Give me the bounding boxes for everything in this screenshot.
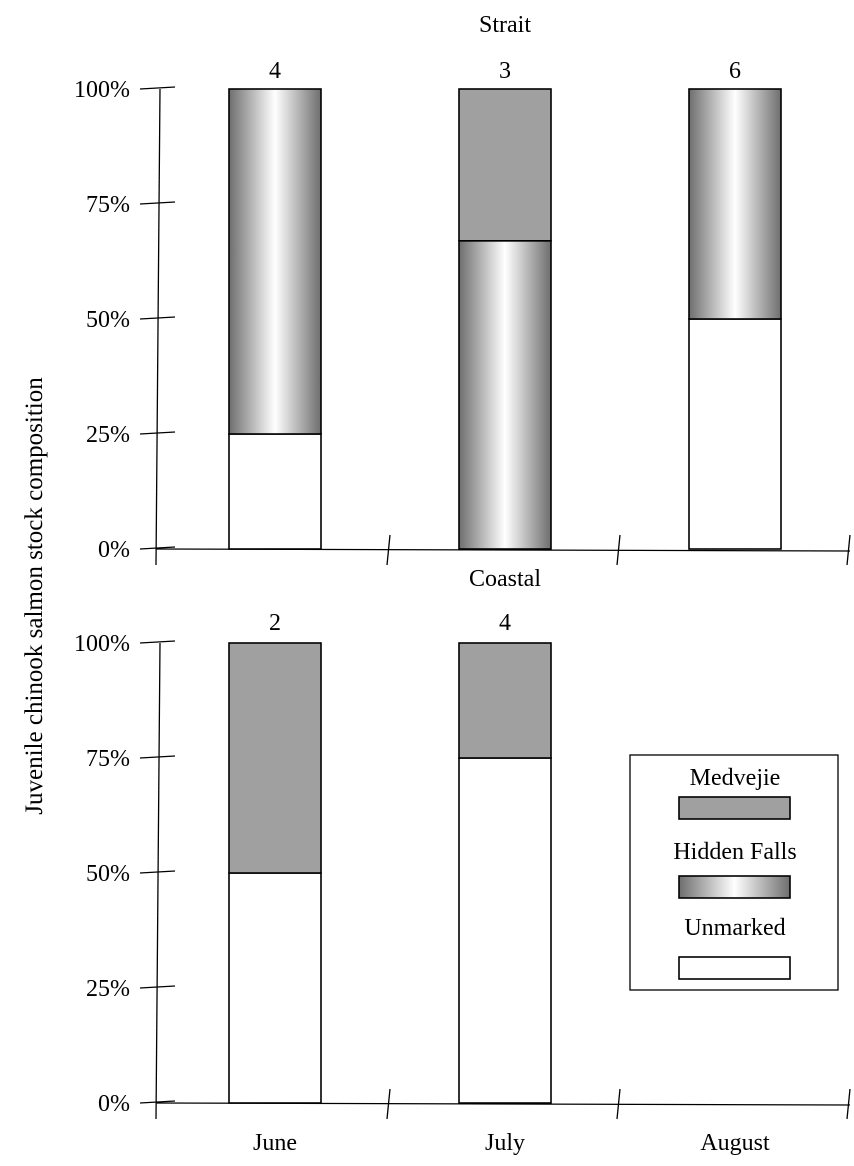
bar-1-0-medvejie [228,642,322,874]
legend-swatch-unmarked [678,956,791,980]
y-tick-0-3 [139,201,176,205]
x-category-label-0: June [253,1130,297,1156]
y-tick-label-1-1: 25% [86,976,130,1002]
bar-0-2-hidden-falls [688,88,782,320]
y-tick-label-0-1: 25% [86,422,130,448]
y-tick-label-1-0: 0% [98,1091,130,1117]
bar-1-1-unmarked [458,757,552,1104]
x-tick-1-1 [616,1088,621,1120]
y-axis-line-1 [155,642,161,1120]
y-tick-1-1 [139,985,176,989]
panel-title-0: Strait [479,12,531,38]
y-tick-label-0-0: 0% [98,537,130,563]
y-tick-0-0 [139,546,176,550]
x-tick-0-2 [846,534,851,566]
bar-1-0-unmarked [228,872,322,1104]
x-tick-1-2 [846,1088,851,1120]
x-tick-1-0 [386,1088,391,1120]
count-label-1-0: 2 [269,610,281,636]
legend-label-2: Unmarked [684,915,785,941]
bar-0-2-unmarked [688,318,782,550]
legend-label-0: Medvejie [690,765,781,791]
y-tick-1-4 [139,640,176,644]
y-tick-label-1-4: 100% [74,631,130,657]
y-tick-label-0-4: 100% [74,77,130,103]
bar-0-1-medvejie [458,88,552,242]
count-label-1-1: 4 [499,610,511,636]
x-tick-0-0 [386,534,391,566]
legend-swatch-hidden-falls [678,875,791,899]
x-category-label-2: August [700,1130,770,1156]
legend-box [629,754,839,991]
bar-1-1-medvejie [458,642,552,759]
bar-0-0-unmarked [228,433,322,550]
y-axis-line-0 [155,88,161,566]
y-tick-label-0-3: 75% [86,192,130,218]
y-tick-label-1-3: 75% [86,746,130,772]
bar-0-1-hidden-falls [458,240,552,550]
y-tick-1-2 [139,870,176,874]
y-axis-label: Juvenile chinook salmon stock compositio… [21,377,48,815]
legend-label-1: Hidden Falls [673,839,796,865]
y-tick-1-3 [139,755,176,759]
y-tick-label-0-2: 50% [86,307,130,333]
panel-title-1: Coastal [469,566,541,592]
bar-0-0-hidden-falls [228,88,322,435]
y-tick-0-2 [139,316,176,320]
x-tick-0-1 [616,534,621,566]
y-tick-label-1-2: 50% [86,861,130,887]
y-tick-0-1 [139,431,176,435]
count-label-0-1: 3 [499,58,511,84]
count-label-0-0: 4 [269,58,281,84]
y-tick-0-4 [139,86,176,90]
legend-swatch-medvejie [678,796,791,820]
count-label-0-2: 6 [729,58,741,84]
y-tick-1-0 [139,1100,176,1104]
x-category-label-1: July [485,1130,525,1156]
